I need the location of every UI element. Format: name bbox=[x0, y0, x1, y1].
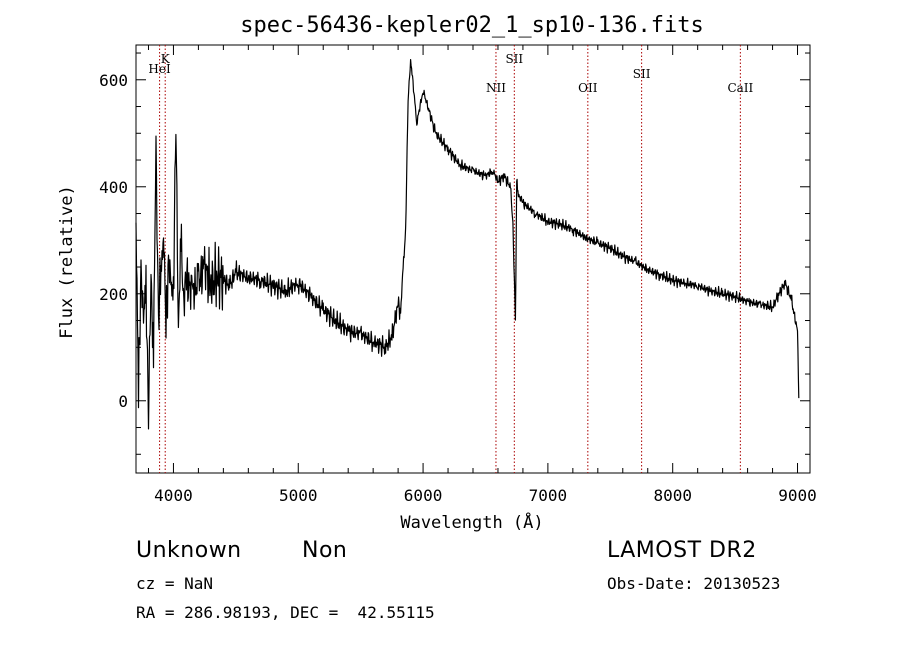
chart-title: spec-56436-kepler02_1_sp10-136.fits bbox=[240, 13, 704, 38]
x-tick-label: 5000 bbox=[279, 486, 318, 505]
y-tick-label: 0 bbox=[118, 392, 128, 411]
coordinates-label: RA = 286.98193, DEC = 42.55115 bbox=[136, 603, 435, 622]
object-subclass: Non bbox=[302, 538, 348, 563]
x-tick-label: 9000 bbox=[778, 486, 817, 505]
x-tick-label: 4000 bbox=[154, 486, 193, 505]
object-class: Unknown bbox=[136, 538, 242, 563]
y-tick-label: 200 bbox=[99, 285, 128, 304]
x-tick-label: 8000 bbox=[653, 486, 692, 505]
y-axis-label: Flux (relative) bbox=[57, 185, 77, 339]
spectrum-series-line bbox=[135, 58, 800, 430]
y-axis-ticks: 0 200 400 600 bbox=[99, 52, 810, 455]
x-axis-ticks: 4000 5000 6000 7000 8000 9000 bbox=[147, 45, 817, 505]
x-tick-label: 6000 bbox=[404, 486, 443, 505]
y-tick-label: 400 bbox=[99, 178, 128, 197]
plot-frame bbox=[135, 44, 811, 474]
emission-line-label: OII bbox=[578, 81, 598, 95]
x-axis-label: Wavelength (Å) bbox=[400, 511, 543, 533]
x-tick-label: 7000 bbox=[529, 486, 568, 505]
emission-line-label: K bbox=[161, 52, 171, 66]
emission-line-label: SII bbox=[505, 52, 523, 66]
y-tick-label: 600 bbox=[99, 71, 128, 90]
emission-line-label: HeI bbox=[148, 62, 171, 76]
obs-date-label: Obs-Date: 20130523 bbox=[607, 574, 781, 593]
survey-label: LAMOST DR2 bbox=[607, 538, 757, 563]
redshift-label: cz = NaN bbox=[136, 574, 214, 593]
emission-line-label: NII bbox=[486, 81, 506, 95]
emission-line-label: SII bbox=[633, 67, 651, 81]
emission-line-label: CaII bbox=[727, 81, 753, 95]
